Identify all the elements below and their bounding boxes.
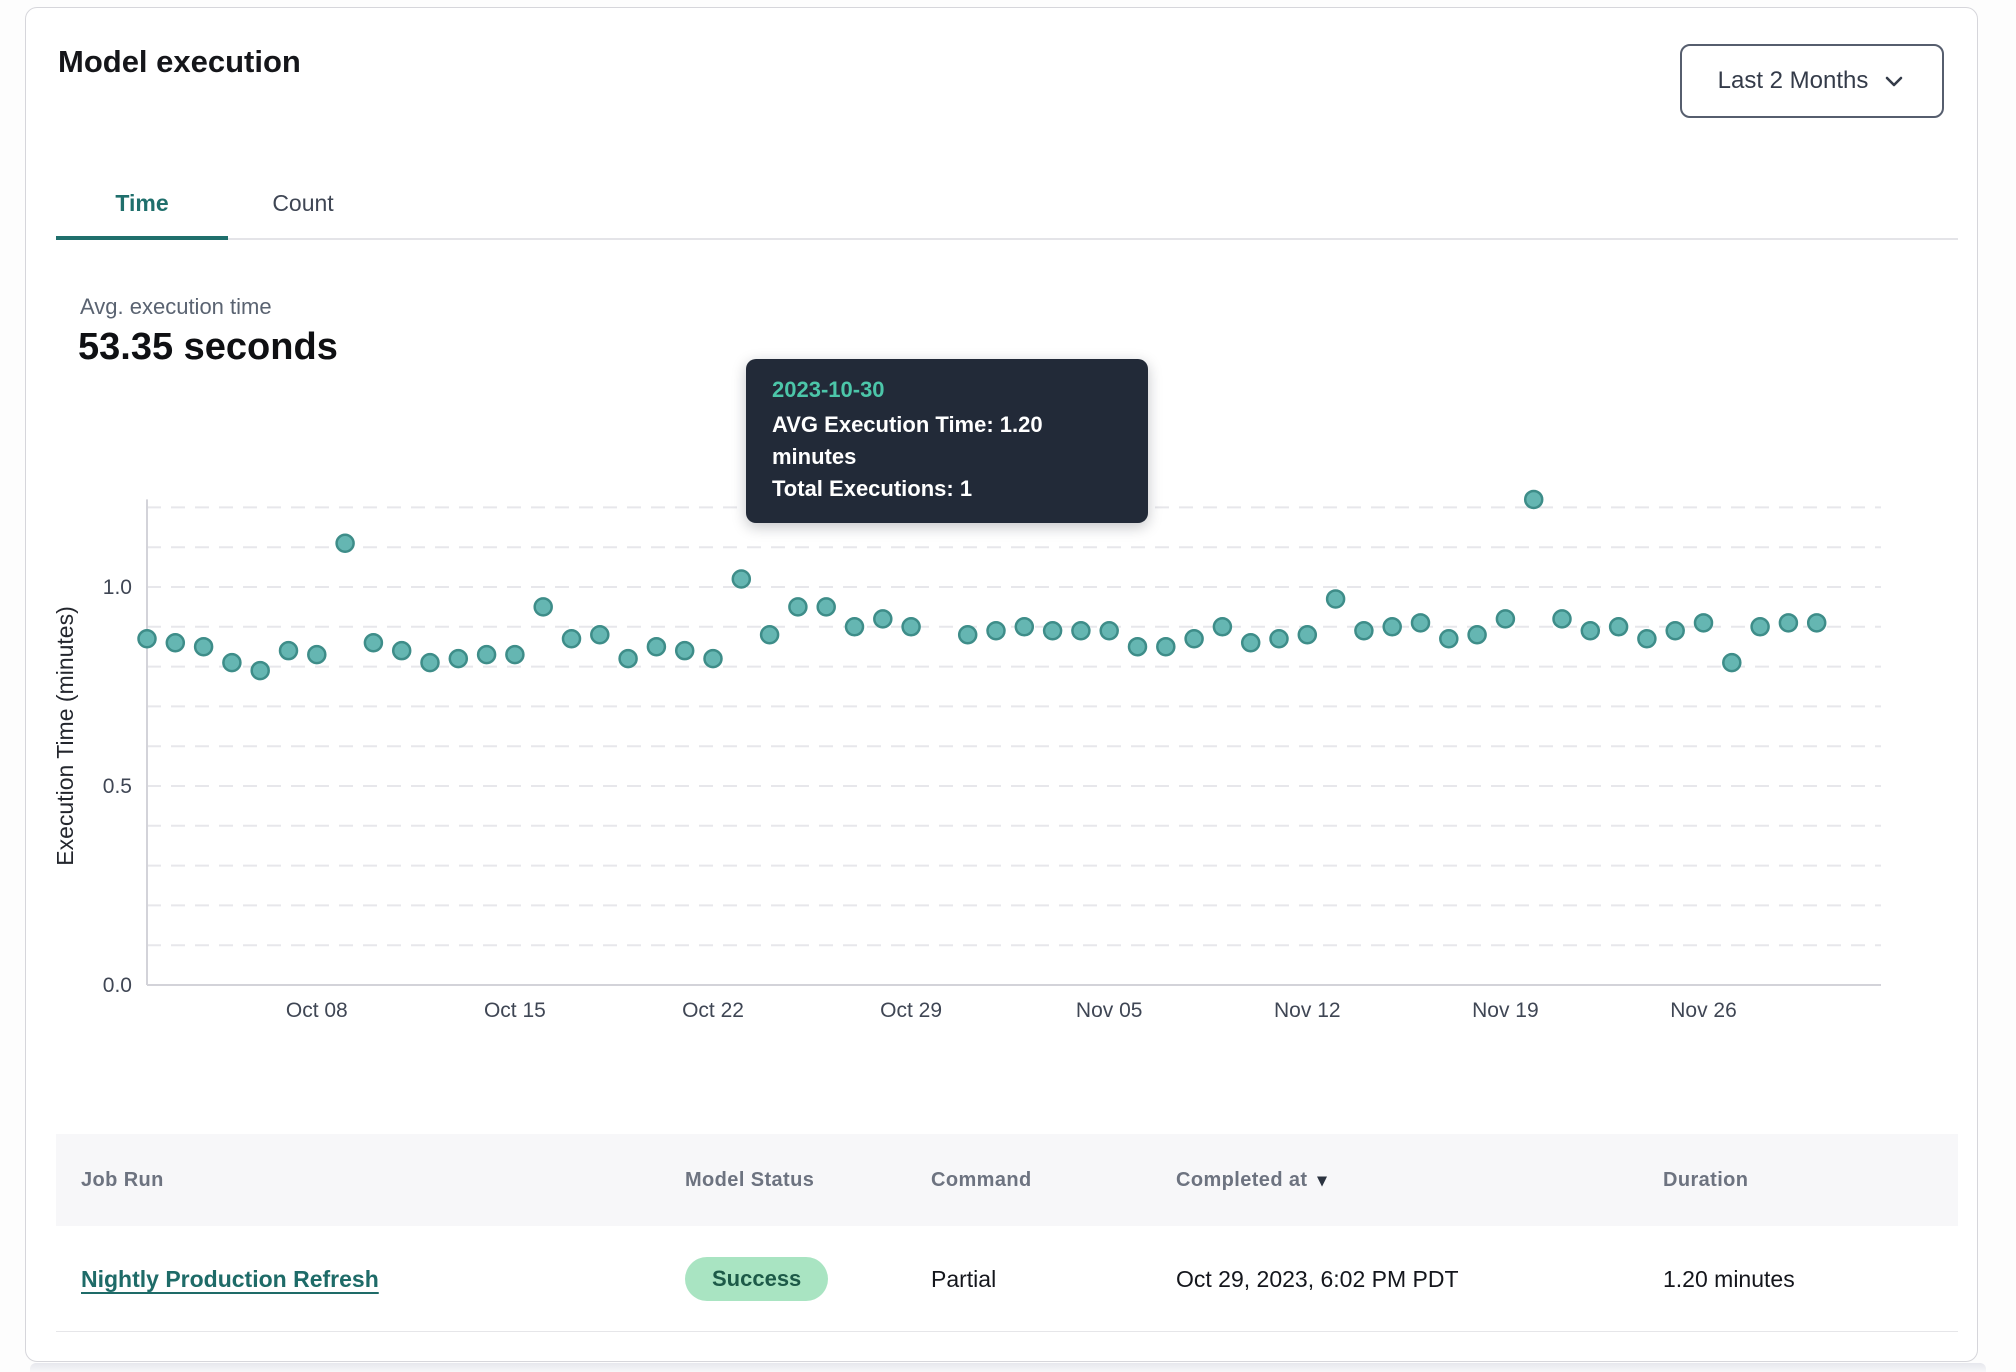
avg-execution-time-label: Avg. execution time [80,294,272,319]
svg-text:Oct 15: Oct 15 [484,999,546,1022]
chevron-down-icon [1886,76,1903,87]
completed-at-cell: Oct 29, 2023, 6:02 PM PDT [1176,1265,1459,1292]
svg-text:Oct 22: Oct 22 [682,999,744,1022]
svg-text:Nov 12: Nov 12 [1274,999,1341,1022]
date-range-label: Last 2 Months [1717,67,1869,94]
tab-time[interactable]: Time [56,170,228,240]
model-execution-card: Model execution Last 2 Months Time Count… [25,7,1978,1362]
table-header: Job Run Model Status Command Completed a… [56,1134,1958,1226]
sort-desc-icon[interactable]: ▾ [1317,1170,1327,1190]
duration-cell: 1.20 minutes [1663,1265,1795,1292]
page-title: Model execution [58,44,301,79]
date-range-dropdown[interactable]: Last 2 Months [1680,44,1944,118]
svg-text:Nov 26: Nov 26 [1670,999,1737,1022]
job-run-link[interactable]: Nightly Production Refresh [81,1265,379,1292]
svg-text:Execution Time (minutes): Execution Time (minutes) [52,606,78,865]
status-badge: Success [685,1257,829,1301]
execution-time-chart[interactable]: 0.0 0.5 1.0 Execution Time (minutes) Oct 08 O… [26,8,1979,1048]
chart-tabs: Time Count [56,170,1958,240]
avg-execution-time-value: 53.35 seconds [78,326,338,368]
svg-text:Oct 29: Oct 29 [880,999,942,1022]
svg-text:1.0: 1.0 [103,576,132,599]
tooltip-avg-execution-time: AVG Execution Time: 1.20 minutes [772,412,1043,469]
svg-text:0.5: 0.5 [103,775,132,798]
column-header-completed-at[interactable]: Completed at ▾ [1176,1168,1327,1191]
column-header-job-run[interactable]: Job Run [81,1168,164,1191]
svg-text:Nov 19: Nov 19 [1472,999,1539,1022]
column-header-model-status[interactable]: Model Status [685,1168,815,1191]
column-header-duration[interactable]: Duration [1663,1168,1749,1191]
table-row: Nightly Production Refresh Success Parti… [56,1226,1958,1332]
column-header-command[interactable]: Command [931,1168,1032,1191]
command-cell: Partial [931,1265,997,1292]
tab-count[interactable]: Count [272,189,334,216]
svg-text:Oct 08: Oct 08 [286,999,348,1022]
tooltip-date: 2023-10-30 [772,377,885,402]
next-card-top-edge [30,1363,1986,1372]
svg-text:0.0: 0.0 [103,974,132,997]
chart-tooltip: 2023-10-30 AVG Execution Time: 1.20 minu… [746,359,1148,523]
tooltip-total-executions: Total Executions: 1 [772,475,973,501]
svg-text:Nov 05: Nov 05 [1076,999,1143,1022]
